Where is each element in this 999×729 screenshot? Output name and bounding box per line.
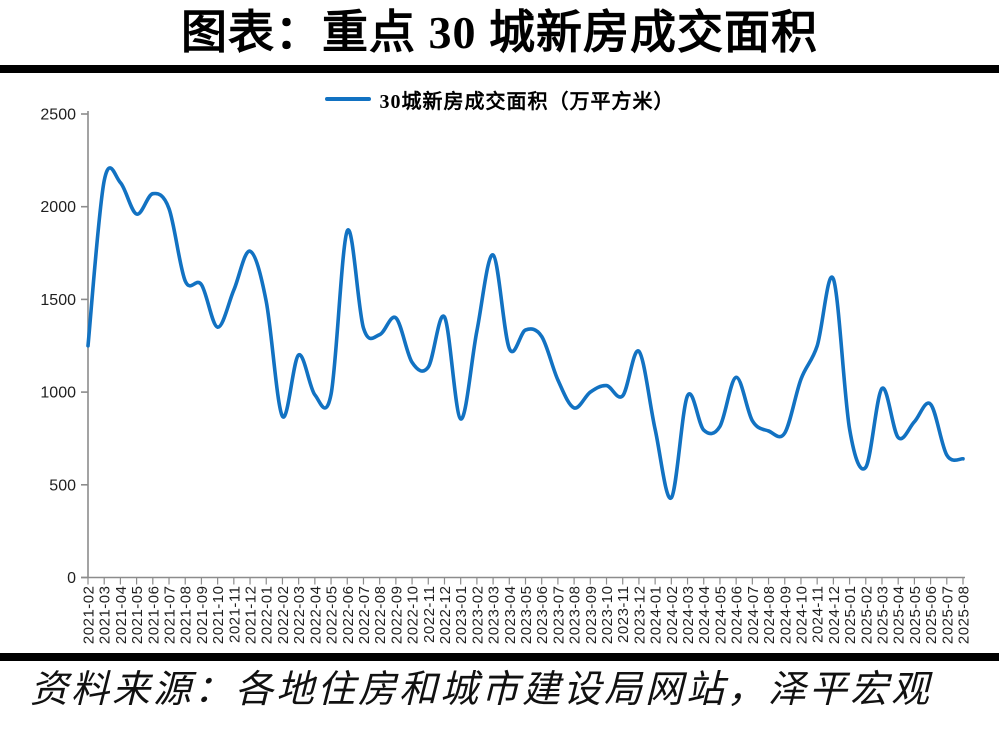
x-tick-label: 2022-05 [324, 586, 341, 645]
x-tick-label: 2022-07 [356, 586, 373, 645]
x-tick-label: 2022-06 [340, 586, 357, 645]
x-tick-label: 2022-10 [405, 586, 422, 645]
x-tick-label: 2022-11 [421, 586, 438, 643]
x-tick-label: 2024-10 [793, 586, 810, 645]
x-tick-label: 2024-05 [712, 586, 729, 645]
x-tick-label: 2025-07 [939, 586, 956, 645]
x-tick-label: 2021-08 [178, 586, 195, 645]
x-tick-label: 2024-08 [761, 586, 778, 645]
x-tick-label: 2024-09 [777, 586, 794, 645]
x-tick-label: 2023-06 [534, 586, 551, 645]
legend-line-swatch [324, 97, 371, 101]
x-tick-label: 2025-05 [907, 586, 924, 645]
x-tick-label: 2023-02 [469, 586, 486, 645]
x-tick-label: 2022-12 [437, 586, 454, 645]
footer-divider [0, 653, 999, 661]
x-tick-label: 2023-12 [631, 586, 648, 645]
x-tick-label: 2025-03 [874, 586, 891, 645]
x-tick-label: 2024-12 [826, 586, 843, 645]
page-title: 图表：重点 30 城新房成交面积 [181, 7, 818, 58]
y-tick-label: 500 [49, 477, 76, 494]
x-tick-label: 2021-03 [97, 586, 114, 645]
x-tick-label: 2023-11 [615, 586, 632, 643]
x-tick-label: 2023-08 [567, 586, 584, 645]
y-tick-label: 2000 [40, 199, 76, 216]
x-tick-label: 2021-12 [243, 586, 260, 645]
x-tick-label: 2023-09 [583, 586, 600, 645]
x-tick-label: 2024-01 [648, 586, 665, 645]
y-tick-label: 0 [67, 570, 76, 587]
x-tick-label: 2021-02 [81, 586, 98, 645]
x-tick-label: 2023-10 [599, 586, 616, 645]
x-tick-label: 2025-08 [956, 586, 973, 645]
legend: 30城新房成交面积（万平方米） [0, 85, 999, 113]
x-tick-label: 2022-03 [291, 586, 308, 645]
x-tick-label: 2021-07 [162, 586, 179, 645]
x-tick-label: 2023-05 [518, 586, 535, 645]
series-line [86, 166, 965, 500]
x-tick-label: 2022-08 [372, 586, 389, 645]
x-tick-label: 2024-03 [680, 586, 697, 645]
x-tick-label: 2024-04 [696, 586, 713, 645]
x-tick-label: 2025-01 [842, 586, 859, 645]
x-tick-label: 2021-05 [129, 586, 146, 645]
x-tick-label: 2025-04 [891, 586, 908, 645]
x-tick-label: 2021-11 [226, 586, 243, 643]
x-tick-label: 2023-04 [502, 586, 519, 645]
x-tick-label: 2021-09 [194, 586, 211, 645]
x-tick-label: 2024-11 [810, 586, 827, 643]
title-divider [0, 65, 999, 73]
y-tick-label: 1500 [40, 292, 76, 309]
y-tick-label: 1000 [40, 385, 76, 402]
x-tick-label: 2022-09 [388, 586, 405, 645]
x-tick-label: 2021-06 [145, 586, 162, 645]
x-tick-label: 2025-06 [923, 586, 940, 645]
x-tick-label: 2023-07 [550, 586, 567, 645]
x-tick-label: 2024-06 [729, 586, 746, 645]
x-tick-label: 2021-04 [113, 586, 130, 645]
x-tick-label: 2021-10 [210, 586, 227, 645]
x-tick-label: 2022-02 [275, 586, 292, 645]
x-tick-label: 2024-07 [745, 586, 762, 645]
legend-label: 30城新房成交面积（万平方米） [379, 90, 675, 113]
x-tick-label: 2025-02 [858, 586, 875, 645]
y-tick-label: 2500 [40, 107, 76, 124]
x-tick-label: 2024-02 [664, 586, 681, 645]
source-note: 资料来源：各地住房和城市建设局网站，泽平宏观 [30, 669, 933, 711]
x-tick-label: 2023-03 [486, 586, 503, 645]
x-tick-label: 2023-01 [453, 586, 470, 645]
x-tick-label: 2022-04 [307, 586, 324, 645]
x-tick-label: 2022-01 [259, 586, 276, 645]
